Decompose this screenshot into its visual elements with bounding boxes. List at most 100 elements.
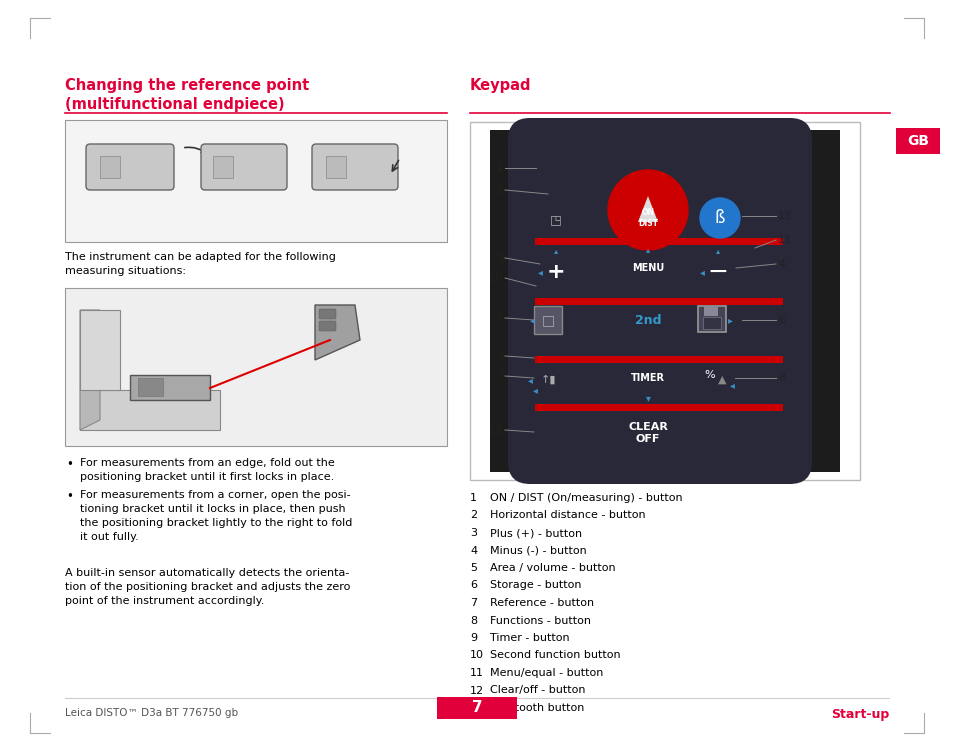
Text: ß: ß	[714, 209, 724, 227]
Text: A built-in sensor automatically detects the orienta-
tion of the positioning bra: A built-in sensor automatically detects …	[65, 568, 350, 606]
FancyBboxPatch shape	[65, 288, 447, 446]
Text: +: +	[546, 262, 565, 282]
Polygon shape	[130, 375, 210, 400]
Text: Clear/off - button: Clear/off - button	[490, 686, 585, 695]
Polygon shape	[638, 196, 658, 222]
Text: Bluetooth button: Bluetooth button	[490, 703, 584, 713]
FancyBboxPatch shape	[213, 156, 233, 178]
Text: ◂: ◂	[532, 385, 537, 395]
Text: 2nd: 2nd	[634, 313, 660, 327]
Text: ◂: ◂	[529, 315, 534, 325]
Text: Leica DISTO™ D3a BT 776750 gb: Leica DISTO™ D3a BT 776750 gb	[65, 708, 238, 718]
Polygon shape	[80, 390, 100, 430]
Text: Horizontal distance - button: Horizontal distance - button	[490, 511, 645, 520]
FancyBboxPatch shape	[703, 306, 718, 316]
Text: 7: 7	[496, 371, 502, 381]
Text: MENU: MENU	[631, 263, 663, 273]
Text: 6: 6	[778, 315, 784, 325]
FancyBboxPatch shape	[698, 306, 725, 332]
FancyBboxPatch shape	[201, 144, 287, 190]
Polygon shape	[80, 390, 220, 430]
Text: 11: 11	[470, 668, 483, 678]
Polygon shape	[80, 310, 120, 390]
Text: 4: 4	[470, 545, 476, 556]
Text: ▾: ▾	[645, 393, 650, 403]
FancyBboxPatch shape	[65, 120, 447, 242]
Text: The instrument can be adapted for the following
measuring situations:: The instrument can be adapted for the fo…	[65, 252, 335, 276]
FancyBboxPatch shape	[507, 118, 811, 484]
Text: ↑▮: ↑▮	[539, 375, 556, 385]
Text: Timer - button: Timer - button	[490, 633, 569, 643]
Text: 11: 11	[778, 235, 791, 245]
Text: ◂: ◂	[527, 375, 532, 385]
Text: Changing the reference point
(multifunctional endpiece): Changing the reference point (multifunct…	[65, 78, 309, 112]
Text: 1: 1	[470, 493, 476, 503]
Circle shape	[607, 170, 687, 250]
FancyBboxPatch shape	[535, 404, 782, 411]
Text: 8: 8	[778, 373, 784, 383]
FancyBboxPatch shape	[318, 321, 335, 331]
Text: Area / volume - button: Area / volume - button	[490, 563, 615, 573]
FancyBboxPatch shape	[86, 144, 173, 190]
Text: Reference - button: Reference - button	[490, 598, 594, 608]
FancyBboxPatch shape	[490, 130, 840, 472]
Text: 7: 7	[471, 701, 482, 716]
Text: •: •	[66, 490, 72, 503]
Text: For measurements from an edge, fold out the
positioning bracket until it first l: For measurements from an edge, fold out …	[80, 458, 335, 482]
Text: ◳: ◳	[550, 213, 561, 227]
Text: 7: 7	[470, 598, 476, 608]
Text: 2: 2	[496, 185, 502, 195]
Text: □: □	[541, 313, 554, 327]
Text: 8: 8	[470, 616, 476, 626]
FancyBboxPatch shape	[470, 122, 859, 480]
FancyBboxPatch shape	[535, 238, 782, 245]
Text: 1: 1	[496, 163, 502, 173]
Text: ◂: ◂	[729, 380, 734, 390]
FancyBboxPatch shape	[312, 144, 397, 190]
Text: ON / DIST (On/measuring) - button: ON / DIST (On/measuring) - button	[490, 493, 682, 503]
Text: 12: 12	[470, 686, 483, 695]
Text: ▴: ▴	[554, 246, 558, 255]
Polygon shape	[80, 310, 100, 390]
Text: %: %	[704, 370, 715, 380]
Text: Minus (-) - button: Minus (-) - button	[490, 545, 586, 556]
Text: −: −	[707, 260, 728, 284]
Text: ▲: ▲	[717, 375, 725, 385]
FancyBboxPatch shape	[318, 309, 335, 319]
FancyBboxPatch shape	[702, 317, 720, 329]
Text: ▸: ▸	[727, 315, 732, 325]
Circle shape	[700, 198, 740, 238]
Text: •: •	[66, 458, 72, 471]
Text: 12: 12	[488, 425, 502, 435]
Text: 5: 5	[496, 313, 502, 323]
FancyBboxPatch shape	[436, 697, 517, 719]
Text: 13: 13	[778, 211, 791, 221]
Text: 5: 5	[470, 563, 476, 573]
Text: ON
DIST: ON DIST	[638, 208, 658, 228]
Text: Functions - button: Functions - button	[490, 616, 590, 626]
Text: Keypad: Keypad	[470, 78, 531, 93]
Text: TIMER: TIMER	[630, 373, 664, 383]
Text: 10: 10	[470, 650, 483, 660]
Polygon shape	[314, 305, 359, 360]
Text: Plus (+) - button: Plus (+) - button	[490, 528, 581, 538]
Text: ◂: ◂	[537, 267, 542, 277]
FancyBboxPatch shape	[895, 128, 939, 154]
Text: 10: 10	[489, 273, 502, 283]
Text: CLEAR
OFF: CLEAR OFF	[627, 422, 667, 444]
Text: 3: 3	[470, 528, 476, 538]
Text: ▴: ▴	[645, 246, 649, 255]
Text: Start-up: Start-up	[830, 708, 888, 721]
Text: 13: 13	[470, 703, 483, 713]
Text: 9: 9	[470, 633, 476, 643]
FancyBboxPatch shape	[535, 298, 782, 305]
Text: ◂: ◂	[699, 267, 703, 277]
Text: For measurements from a corner, open the posi-
tioning bracket until it locks in: For measurements from a corner, open the…	[80, 490, 352, 542]
Text: Second function button: Second function button	[490, 650, 620, 660]
Text: GB: GB	[906, 134, 928, 148]
FancyBboxPatch shape	[535, 356, 782, 363]
Text: Storage - button: Storage - button	[490, 581, 581, 590]
FancyBboxPatch shape	[326, 156, 346, 178]
Text: Menu/equal - button: Menu/equal - button	[490, 668, 602, 678]
Text: 2: 2	[470, 511, 476, 520]
